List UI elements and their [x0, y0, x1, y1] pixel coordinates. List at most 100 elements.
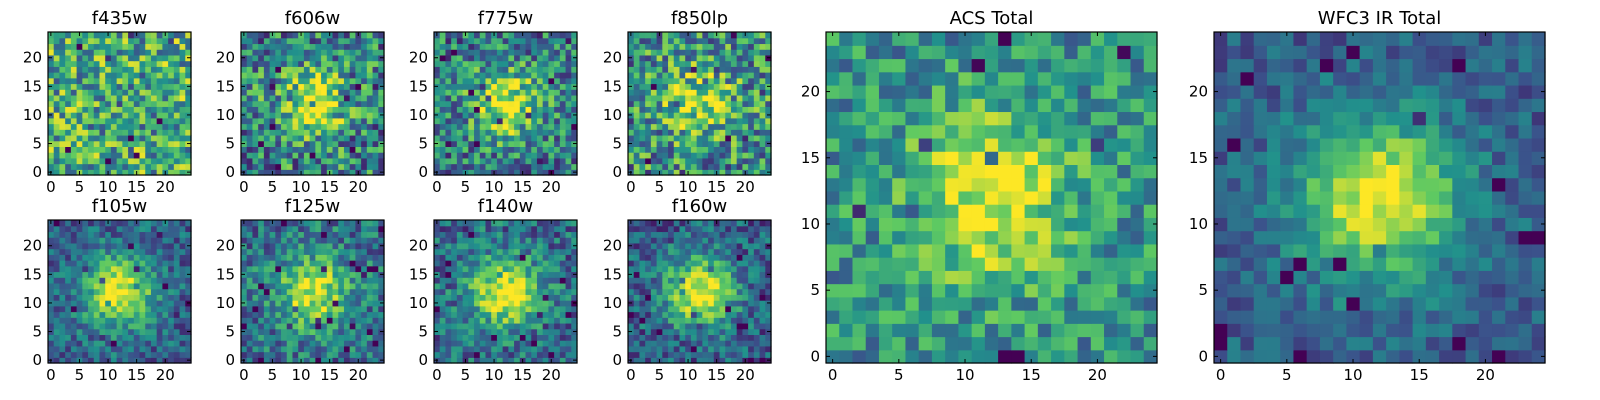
heatmap-cell	[286, 311, 294, 318]
heatmap-cell	[281, 146, 288, 153]
heatmap-cell	[679, 322, 686, 330]
heatmap-cell	[343, 66, 351, 73]
heatmap-cell	[150, 317, 158, 324]
heatmap-cell	[150, 152, 158, 159]
y-tick-label: 15	[409, 77, 428, 95]
heatmap-cell	[485, 66, 492, 73]
heatmap-cell	[298, 83, 305, 90]
heatmap-cell	[571, 129, 578, 136]
heatmap-cell	[759, 169, 766, 176]
heatmap-cell	[474, 112, 481, 119]
heatmap-cell	[122, 328, 129, 335]
heatmap-cell	[298, 282, 305, 290]
heatmap-cell	[59, 277, 66, 284]
heatmap-cell	[252, 260, 259, 267]
heatmap-cell	[673, 357, 681, 364]
heatmap-cell	[110, 77, 118, 85]
heatmap-cell	[355, 134, 362, 142]
heatmap-cell	[474, 77, 481, 85]
heatmap-cell	[713, 334, 721, 341]
heatmap-cell	[474, 277, 481, 284]
y-tick-label: 5	[32, 135, 42, 153]
heatmap-cell	[156, 225, 163, 233]
heatmap-cell	[99, 277, 106, 284]
heatmap-cell	[696, 89, 703, 96]
heatmap-cell	[645, 146, 652, 153]
heatmap-cell	[679, 60, 686, 67]
heatmap-cell	[479, 72, 487, 79]
heatmap-cell	[645, 334, 652, 341]
heatmap-cell	[179, 49, 186, 56]
heatmap-cell	[332, 288, 339, 295]
heatmap-cell	[628, 146, 635, 153]
heatmap-cell	[662, 94, 669, 102]
heatmap-cell	[309, 271, 316, 278]
heatmap-cell	[713, 311, 721, 318]
heatmap-cell	[708, 83, 715, 90]
heatmap-cell	[565, 277, 572, 284]
heatmap-cell	[531, 311, 538, 318]
heatmap-cell	[338, 43, 345, 50]
heatmap-cell	[133, 117, 141, 125]
heatmap-cell	[662, 345, 669, 353]
heatmap-cell	[105, 43, 112, 50]
heatmap-cell	[748, 157, 755, 165]
heatmap-cell	[269, 248, 276, 255]
heatmap-cell	[639, 77, 646, 85]
heatmap-cell	[571, 265, 578, 273]
heatmap-cell	[445, 100, 452, 107]
heatmap-cell	[514, 106, 521, 113]
heatmap-cell	[65, 237, 72, 244]
heatmap-cell	[263, 305, 271, 313]
heatmap-cell	[662, 60, 669, 67]
heatmap-cell	[554, 254, 561, 261]
heatmap-cell	[59, 169, 66, 176]
heatmap-cell	[519, 305, 527, 313]
heatmap-cell	[485, 220, 492, 227]
heatmap-cell	[59, 37, 66, 45]
heatmap-cell	[496, 334, 504, 341]
heatmap-cell	[673, 32, 681, 39]
heatmap-cell	[434, 248, 441, 255]
heatmap-cell	[88, 317, 95, 324]
heatmap-cell	[525, 220, 532, 227]
heatmap-cell	[286, 140, 294, 147]
heatmap-cell	[502, 300, 509, 307]
heatmap-cell	[139, 237, 146, 244]
heatmap-cell	[514, 271, 521, 278]
heatmap-cell	[639, 152, 646, 159]
heatmap-cell	[88, 231, 95, 238]
heatmap-cell	[491, 146, 498, 153]
heatmap-cell	[321, 89, 328, 96]
heatmap-cell	[122, 248, 129, 255]
heatmap-cell	[439, 311, 447, 318]
heatmap-cell	[179, 288, 186, 295]
heatmap-cell	[719, 123, 726, 130]
heatmap-cell	[286, 237, 294, 244]
heatmap-cell	[116, 334, 123, 341]
heatmap-cell	[372, 294, 379, 301]
heatmap-cell	[93, 146, 101, 153]
heatmap-cell	[292, 231, 299, 238]
heatmap-cell	[650, 129, 658, 136]
heatmap-cell	[292, 328, 299, 335]
heatmap-cell	[645, 54, 652, 62]
heatmap-cell	[456, 83, 464, 90]
heatmap-cell	[59, 43, 66, 50]
heatmap-cell	[122, 32, 129, 39]
heatmap-cell	[708, 43, 715, 50]
heatmap-cell	[145, 242, 152, 250]
heatmap-cell	[372, 328, 379, 335]
heatmap-cell	[82, 54, 89, 62]
heatmap-cell	[303, 146, 311, 153]
heatmap-cell	[531, 242, 538, 250]
heatmap-cell	[702, 322, 709, 330]
heatmap-cell	[725, 357, 732, 364]
heatmap-cell	[88, 94, 95, 102]
heatmap-cell	[690, 157, 698, 165]
heatmap-cell	[298, 77, 305, 85]
heatmap-cell	[668, 317, 675, 324]
heatmap-cell	[554, 231, 561, 238]
heatmap-cell	[645, 83, 652, 90]
heatmap-cell	[696, 54, 703, 62]
